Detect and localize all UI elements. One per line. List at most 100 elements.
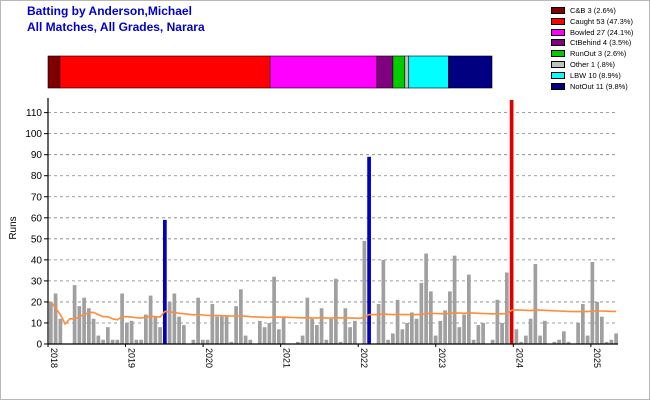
axes: 0 10 20 30 40 50 60 70 80 90 100 110 2018 2019 2020 202… [25,98,618,368]
runs-bar [134,339,139,344]
runs-bar [205,339,210,344]
y-tick-label: 20 [31,297,43,308]
y-tick-label: 30 [31,276,43,287]
legend-swatch [551,71,565,79]
runs-bar [305,297,310,344]
y-tick-label: 10 [31,318,43,329]
runs-bar [148,295,153,344]
runs-bar [452,255,457,344]
runs-bar [438,320,443,344]
runs-bar [614,333,618,344]
runs-bar [509,100,514,344]
dismissal-segment [408,55,449,89]
runs-bar [448,291,452,344]
legend-label: Caught 53 (47.3%) [570,16,633,26]
runs-bar [125,322,129,344]
x-tick-label: 2019 [127,348,137,368]
runs-bar [595,301,599,344]
legend-swatch [551,17,565,25]
y-tick-label: 70 [31,192,43,203]
runs-bar [110,339,115,344]
legend-swatch [551,39,565,47]
runs-bar [481,322,485,344]
legend-swatch [551,28,565,36]
dismissal-segment [404,55,410,89]
runs-bar [158,327,162,344]
runs-bar [581,304,585,344]
runs-bar [129,320,134,344]
runs-bar [272,276,276,344]
runs-bar [524,335,528,344]
runs-bar [519,341,523,344]
runs-bar [557,339,561,344]
runs-bar [277,329,281,344]
runs-bar [58,318,63,344]
runs-bar [248,339,253,344]
gridlines [48,112,618,324]
runs-bar [424,253,428,344]
runs-bar [258,320,262,344]
runs-bar [172,293,177,344]
runs-bar [234,306,238,344]
legend-label: RunOut 3 (2.6%) [570,49,627,59]
runs-bar [552,341,557,344]
runs-bar [433,335,438,344]
runs-bar [182,325,186,344]
runs-bar [367,156,371,344]
runs-bar [414,318,419,344]
runs-bar [310,318,314,344]
x-tick-label: 2022 [359,348,369,368]
runs-bar [604,341,609,344]
dismissal-segment [392,55,406,89]
runs-bar [576,322,580,344]
runs-bar [343,308,348,344]
runs-bar [334,278,338,344]
runs-bar [224,316,229,344]
runs-bar [514,329,519,344]
runs-bar [239,289,243,344]
runs-bar [77,306,82,344]
runs-bar [324,339,329,344]
x-tick-label: 2018 [49,348,59,368]
runs-bar [106,327,110,344]
runs-bar [505,272,509,344]
x-tick-label: 2025 [592,348,602,368]
runs-bar [120,293,124,344]
runs-bar [609,339,614,344]
runs-bar [410,312,414,344]
y-tick-label: 110 [26,108,42,119]
legend-label: CtBehind 4 (3.5%) [570,38,632,48]
x-tick-label: 2020 [204,348,214,368]
runs-bar [405,322,409,344]
runs-bar [87,308,91,344]
runs-bar [381,259,386,344]
average-line-group [50,301,617,326]
runs-bar [101,339,105,344]
y-axis-label: Runs [8,216,19,239]
runs-bar [220,316,224,344]
dismissal-segment [376,55,394,89]
runs-bar [490,339,495,344]
runs-bar [395,299,400,344]
average-line [50,301,617,326]
dismissal-segment [59,55,271,89]
runs-bar [585,335,590,344]
runs-bar [215,316,219,344]
runs-bar [538,335,542,344]
legend-swatch [551,60,565,68]
y-tick-label: 40 [31,255,43,266]
chart-subtitle: All Matches, All Grades, Narara [27,20,205,34]
runs-bar [196,297,200,344]
dismissal-stacked-bar [47,55,493,89]
runs-bar [243,335,248,344]
runs-bar [471,339,476,344]
runs-bar [429,291,433,344]
runs-bar [144,314,148,344]
legend-label: NotOut 11 (9.8%) [570,81,628,91]
runs-bar [362,240,367,344]
dismissal-segment [47,55,61,89]
runs-bar [566,341,571,344]
runs-bar [315,325,319,344]
runs-bar [348,327,352,344]
